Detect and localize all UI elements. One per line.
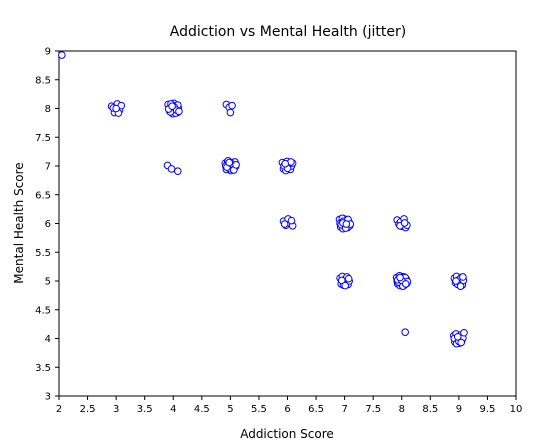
- data-point: [174, 167, 182, 175]
- data-point: [175, 107, 183, 116]
- y-axis-label: Mental Health Score: [12, 162, 26, 283]
- x-tick-label: 6.5: [308, 404, 324, 415]
- data-point: [400, 219, 409, 227]
- data-point: [226, 108, 235, 117]
- x-tick-label: 10: [510, 404, 523, 415]
- data-point: [460, 328, 468, 337]
- x-tick-label: 2.5: [80, 404, 96, 415]
- data-point: [167, 165, 176, 173]
- y-tick-label: 3.5: [35, 363, 51, 374]
- y-tick-label: 6.5: [35, 190, 51, 201]
- data-point: [453, 332, 462, 341]
- y-tick-label: 5: [45, 277, 51, 288]
- data-point: [344, 274, 353, 283]
- y-tick-label: 8.5: [35, 75, 51, 86]
- data-point: [401, 280, 410, 288]
- x-tick-label: 5: [227, 404, 233, 415]
- x-tick-label: 3.5: [137, 404, 153, 415]
- data-points: [58, 51, 468, 348]
- y-tick-label: 4: [45, 334, 51, 345]
- x-tick-label: 8.5: [422, 404, 438, 415]
- y-tick-label: 7: [45, 162, 51, 173]
- x-tick-label: 9.5: [479, 404, 495, 415]
- data-point: [58, 51, 66, 59]
- x-tick-label: 3: [113, 404, 119, 415]
- data-point: [280, 220, 289, 228]
- data-point: [287, 216, 296, 225]
- y-tick-label: 7.5: [35, 133, 51, 144]
- y-tick-label: 4.5: [35, 305, 51, 316]
- x-tick-label: 7: [341, 404, 347, 415]
- y-tick-label: 6: [45, 219, 51, 230]
- data-point: [342, 220, 351, 228]
- data-point: [337, 276, 346, 285]
- data-point: [228, 101, 236, 110]
- data-point: [281, 159, 290, 168]
- data-point: [456, 282, 465, 290]
- data-point: [457, 338, 465, 347]
- x-tick-label: 9: [456, 404, 462, 415]
- y-tick-label: 8: [45, 104, 51, 115]
- data-point: [401, 328, 409, 336]
- data-point: [341, 281, 350, 290]
- x-tick-label: 6: [284, 404, 290, 415]
- data-point: [112, 104, 120, 113]
- x-tick-label: 8: [399, 404, 405, 415]
- x-tick-label: 5.5: [251, 404, 267, 415]
- data-point: [168, 102, 176, 110]
- data-point: [452, 277, 460, 285]
- data-point: [232, 161, 240, 169]
- x-tick-label: 4: [170, 404, 176, 415]
- x-tick-label: 7.5: [365, 404, 381, 415]
- x-axis-label: Addiction Score: [240, 427, 334, 441]
- y-tick-label: 9: [45, 47, 51, 58]
- data-point: [225, 158, 234, 167]
- x-tick-label: 4.5: [194, 404, 210, 415]
- x-axis: 2 2.5 3 3.5 4 4.5 5 5.5 6 6.5 7 7.5 8 8.5 9 9.5 10: [56, 396, 523, 415]
- y-tick-label: 3: [45, 392, 51, 403]
- data-point: [396, 273, 404, 282]
- y-axis: 3 3.5 4 4.5 5 5.5 6 6.5 7 7.5 8 8.5 9: [35, 47, 59, 403]
- chart-title: Addiction vs Mental Health (jitter): [170, 24, 406, 40]
- y-tick-label: 5.5: [35, 248, 51, 259]
- data-point: [459, 273, 467, 281]
- x-tick-label: 2: [56, 404, 62, 415]
